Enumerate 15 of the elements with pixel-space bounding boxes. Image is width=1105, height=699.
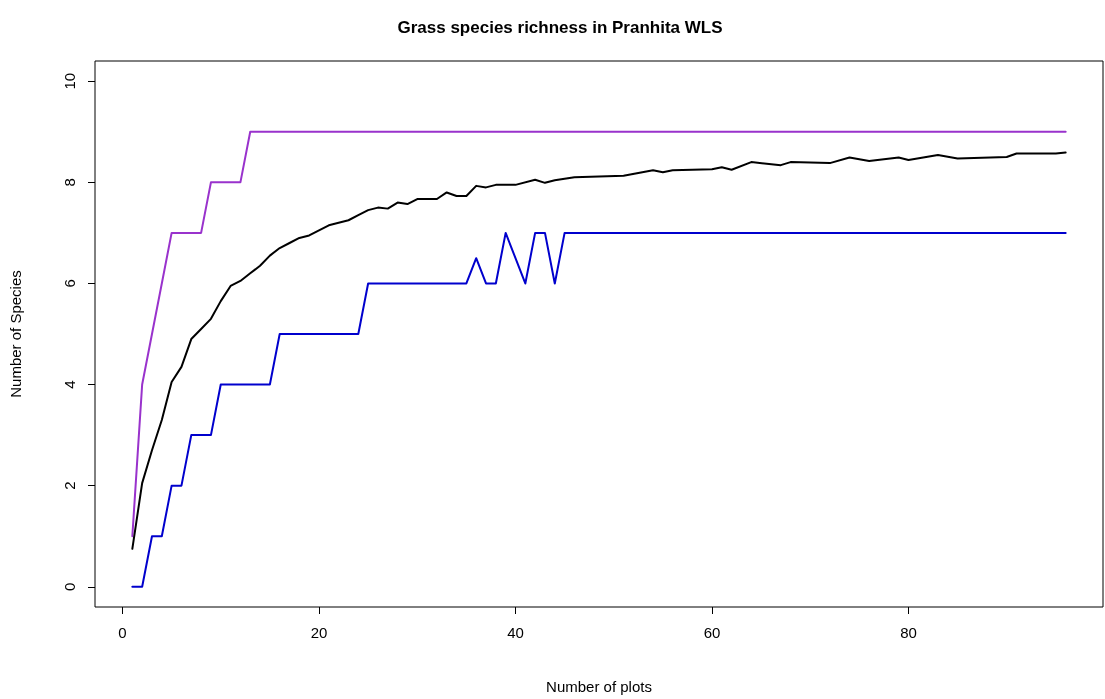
x-tick-label: 60 <box>703 624 721 641</box>
x-tick-label: 0 <box>118 624 127 641</box>
x-tick-label: 80 <box>900 624 917 641</box>
x-tick-label: 40 <box>507 624 524 641</box>
y-tick-label: 8 <box>61 178 78 187</box>
x-tick-label: 20 <box>310 624 328 641</box>
y-tick-label: 0 <box>61 582 78 591</box>
y-tick-label: 2 <box>61 481 78 490</box>
chart-title: Grass species richness in Pranhita WLS <box>397 18 723 37</box>
y-tick-label: 4 <box>61 380 78 389</box>
y-tick-label: 6 <box>61 279 78 288</box>
y-tick-label: 10 <box>61 72 78 90</box>
line-series <box>131 231 1067 588</box>
y-axis-title: Number of Species <box>7 270 24 398</box>
x-axis-title: Number of plots <box>546 678 652 695</box>
